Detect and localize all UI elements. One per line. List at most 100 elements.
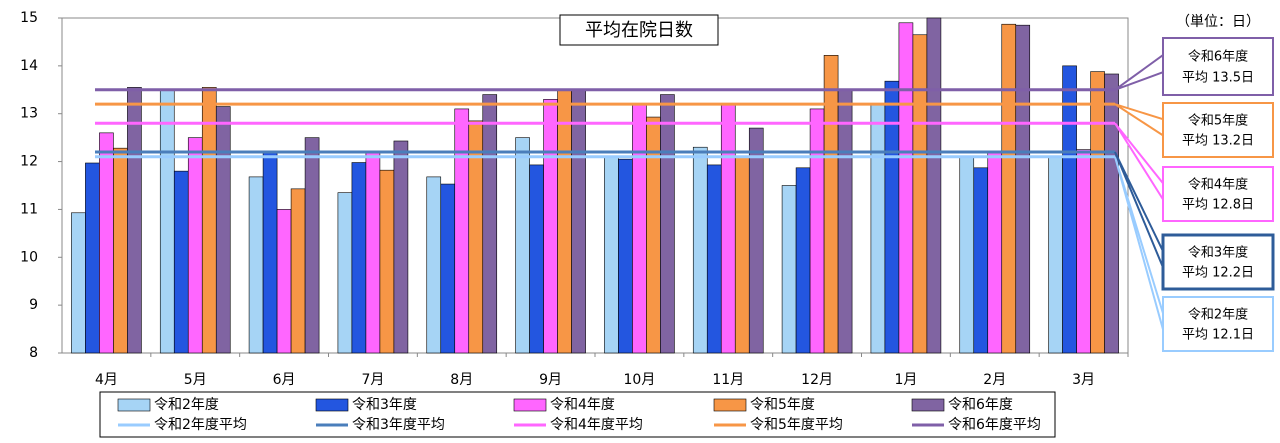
bar	[276, 209, 292, 354]
bar	[304, 137, 320, 354]
callout-pointer	[1114, 156, 1164, 330]
x-tick-label: 8月	[450, 372, 473, 388]
bar	[781, 185, 797, 354]
legend-swatch	[911, 398, 945, 412]
legend-label: 令和5年度平均	[750, 417, 843, 433]
x-tick-label: 4月	[95, 372, 118, 388]
callout-title: 令和6年度	[1188, 48, 1248, 64]
bar	[1062, 65, 1077, 354]
callout-title: 令和5年度	[1188, 112, 1248, 128]
bar	[571, 89, 586, 354]
bar	[99, 132, 114, 354]
bar	[337, 192, 353, 354]
legend-label: 令和4年度平均	[550, 417, 643, 433]
bar	[543, 99, 558, 354]
y-tick-label: 11	[20, 201, 38, 217]
bar	[365, 151, 381, 354]
y-tick-label: 14	[20, 58, 38, 74]
bar	[734, 156, 750, 354]
bar	[795, 167, 811, 354]
legend-swatch	[513, 398, 547, 412]
y-tick-label: 12	[20, 154, 38, 170]
callout-box	[1162, 296, 1274, 352]
y-tick-label: 15	[20, 10, 38, 26]
legend-swatch	[315, 398, 349, 412]
bar	[706, 164, 722, 354]
callout-value: 平均 13.2日	[1182, 133, 1254, 148]
x-tick-label: 10月	[624, 372, 656, 388]
legend-label: 令和5年度	[750, 397, 815, 413]
bar	[1048, 156, 1063, 354]
legend-label: 令和2年度平均	[154, 417, 247, 433]
bar	[1076, 149, 1091, 354]
bar	[870, 103, 886, 354]
bar	[748, 127, 764, 354]
callout-box	[1162, 37, 1274, 96]
bar	[1104, 73, 1119, 354]
bar	[1015, 24, 1031, 354]
legend	[99, 391, 1056, 438]
bar	[85, 162, 100, 354]
bar	[1090, 71, 1105, 354]
legend-label: 令和4年度	[550, 397, 615, 413]
callout-title: 令和4年度	[1188, 176, 1248, 192]
legend-swatch	[117, 398, 151, 412]
bar	[159, 89, 175, 354]
callout-value: 平均 12.8日	[1182, 197, 1254, 212]
bar	[823, 55, 839, 354]
bar	[618, 158, 633, 354]
bar	[201, 87, 217, 354]
bar	[1001, 23, 1017, 354]
x-tick-label: 2月	[983, 372, 1006, 388]
bar	[809, 108, 825, 354]
callout-pointer	[1114, 151, 1164, 268]
bar	[660, 94, 675, 354]
bar	[557, 89, 572, 354]
y-tick-label: 13	[20, 106, 38, 122]
bar	[351, 162, 367, 354]
bar	[187, 137, 203, 354]
x-tick-label: 1月	[894, 372, 917, 388]
bar	[912, 34, 928, 354]
x-tick-label: 12月	[801, 372, 833, 388]
callout-value: 平均 12.2日	[1182, 265, 1254, 280]
bar	[173, 170, 189, 354]
x-tick-label: 7月	[361, 372, 384, 388]
x-tick-label: 6月	[273, 372, 296, 388]
bar	[959, 156, 975, 354]
bar	[604, 156, 619, 354]
bar	[290, 188, 306, 354]
bar	[127, 87, 142, 354]
legend-label: 令和6年度平均	[948, 417, 1041, 433]
bar	[973, 167, 989, 354]
chart-title: 平均在院日数	[585, 20, 693, 41]
callout-value: 平均 12.1日	[1182, 327, 1254, 342]
callout-box	[1162, 102, 1274, 158]
bar	[529, 164, 544, 354]
callout-value: 平均 13.5日	[1182, 70, 1254, 85]
bar	[248, 176, 264, 354]
callout-pointer	[1114, 122, 1164, 200]
y-tick-label: 9	[29, 297, 38, 313]
bar	[379, 169, 395, 354]
bar	[71, 212, 86, 354]
y-tick-label: 8	[29, 345, 38, 361]
bar	[262, 151, 278, 354]
callout-pointer	[1114, 54, 1164, 91]
x-tick-label: 11月	[712, 372, 744, 388]
callout-title: 令和3年度	[1188, 244, 1248, 260]
legend-label: 令和6年度	[948, 397, 1013, 413]
bar	[926, 17, 942, 354]
bar	[113, 147, 128, 354]
bar	[632, 103, 647, 354]
bar	[515, 137, 530, 354]
legend-label: 令和3年度平均	[352, 417, 445, 433]
bar	[837, 89, 853, 354]
bar	[454, 108, 470, 354]
x-tick-label: 9月	[539, 372, 562, 388]
legend-label: 令和2年度	[154, 397, 219, 413]
callout-box	[1162, 166, 1274, 222]
x-tick-label: 3月	[1072, 372, 1095, 388]
bar	[692, 146, 708, 354]
